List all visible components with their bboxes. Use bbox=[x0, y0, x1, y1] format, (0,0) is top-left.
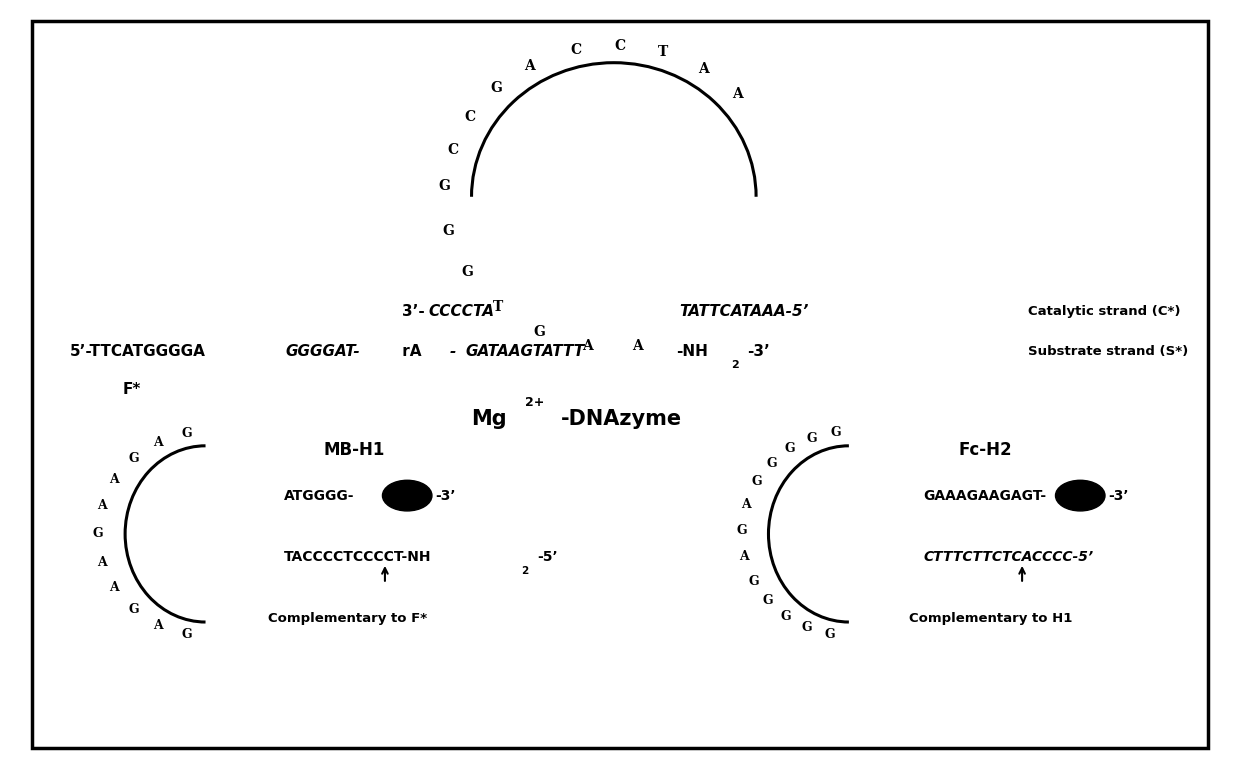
Text: MB-H1: MB-H1 bbox=[324, 441, 384, 458]
Text: Substrate strand (S*): Substrate strand (S*) bbox=[1028, 345, 1188, 358]
Text: T: T bbox=[658, 45, 668, 59]
Text: TATTCATAAA-5’: TATTCATAAA-5’ bbox=[680, 305, 808, 319]
Text: G: G bbox=[807, 431, 817, 444]
Text: G: G bbox=[181, 628, 192, 641]
Circle shape bbox=[382, 481, 432, 511]
Text: GATAAGTATTT: GATAAGTATTT bbox=[465, 344, 584, 359]
Text: A: A bbox=[109, 474, 119, 487]
Text: G: G bbox=[780, 610, 791, 623]
Text: G: G bbox=[181, 427, 192, 440]
Text: -3’: -3’ bbox=[748, 344, 770, 359]
Text: G: G bbox=[461, 265, 472, 279]
Text: A: A bbox=[97, 555, 107, 568]
Text: A: A bbox=[154, 619, 164, 632]
Text: G: G bbox=[93, 528, 103, 541]
Text: GGGGAT-: GGGGAT- bbox=[286, 344, 361, 359]
Text: -3’: -3’ bbox=[1109, 488, 1130, 503]
Text: CCCCTA: CCCCTA bbox=[428, 305, 495, 319]
Text: G: G bbox=[751, 475, 761, 488]
Text: G: G bbox=[785, 442, 796, 455]
Text: A: A bbox=[97, 499, 107, 512]
Text: A: A bbox=[733, 87, 743, 101]
Text: A: A bbox=[632, 339, 642, 353]
Text: 2: 2 bbox=[732, 361, 739, 371]
Text: G: G bbox=[737, 524, 746, 537]
Text: A: A bbox=[154, 436, 164, 449]
Text: G: G bbox=[749, 575, 759, 588]
Text: CTTTCTTCTCACCCC-5’: CTTTCTTCTCACCCC-5’ bbox=[923, 550, 1094, 564]
Text: C: C bbox=[448, 143, 458, 157]
Text: Complementary to F*: Complementary to F* bbox=[268, 611, 428, 624]
Text: G: G bbox=[766, 457, 776, 470]
Text: C: C bbox=[465, 110, 476, 124]
Text: T: T bbox=[494, 300, 503, 315]
Text: A: A bbox=[109, 581, 119, 594]
Text: 3’-: 3’- bbox=[403, 305, 428, 319]
Text: rA: rA bbox=[397, 344, 427, 359]
Text: TACCCCTCCCCT-NH: TACCCCTCCCCT-NH bbox=[284, 550, 432, 564]
Text: Mg: Mg bbox=[471, 409, 507, 429]
Text: A: A bbox=[582, 339, 593, 353]
Text: ATGGGG-: ATGGGG- bbox=[284, 488, 353, 503]
Text: C: C bbox=[570, 43, 582, 57]
Text: G: G bbox=[831, 426, 841, 439]
Text: A: A bbox=[523, 59, 534, 73]
Text: F*: F* bbox=[123, 382, 141, 398]
Text: 2+: 2+ bbox=[525, 395, 544, 408]
Text: G: G bbox=[801, 621, 812, 634]
Text: C: C bbox=[614, 39, 625, 53]
Text: A: A bbox=[698, 62, 709, 76]
Text: Fc-H2: Fc-H2 bbox=[959, 441, 1012, 458]
Text: 5’-TTCATGGGGA: 5’-TTCATGGGGA bbox=[69, 344, 206, 359]
Text: -DNAzyme: -DNAzyme bbox=[560, 409, 682, 429]
Text: G: G bbox=[490, 82, 502, 95]
Text: G: G bbox=[128, 451, 139, 464]
Text: -5’: -5’ bbox=[537, 550, 558, 564]
Text: G: G bbox=[825, 628, 836, 641]
Text: G: G bbox=[763, 594, 773, 608]
Text: G: G bbox=[128, 603, 139, 616]
Text: -NH: -NH bbox=[676, 344, 708, 359]
Text: Complementary to H1: Complementary to H1 bbox=[909, 611, 1073, 624]
Text: -: - bbox=[449, 344, 455, 359]
Text: -3’: -3’ bbox=[435, 488, 456, 503]
Text: GAAAGAAGAGT-: GAAAGAAGAGT- bbox=[923, 488, 1047, 503]
Text: Catalytic strand (C*): Catalytic strand (C*) bbox=[1028, 305, 1180, 318]
Text: A: A bbox=[742, 498, 751, 511]
Text: 2: 2 bbox=[521, 566, 528, 576]
Text: G: G bbox=[443, 224, 455, 238]
Text: G: G bbox=[439, 179, 450, 193]
Text: G: G bbox=[533, 325, 546, 339]
Text: A: A bbox=[739, 551, 749, 564]
Circle shape bbox=[1055, 481, 1105, 511]
